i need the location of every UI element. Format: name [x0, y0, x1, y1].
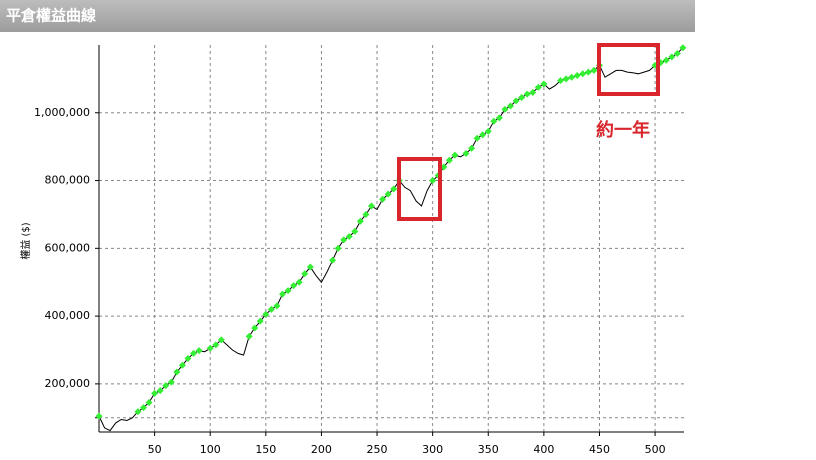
new-high-marker [195, 347, 203, 355]
x-tick-label: 400 [533, 443, 554, 456]
new-high-marker [445, 156, 453, 164]
new-high-marker [507, 102, 515, 110]
new-high-marker [262, 310, 270, 318]
new-high-marker [673, 49, 681, 57]
new-high-marker [490, 117, 498, 125]
new-high-marker [523, 90, 531, 98]
y-tick-label: 1,000,000 [34, 106, 90, 119]
new-high-marker [345, 232, 353, 240]
new-high-marker [178, 361, 186, 369]
new-high-marker [451, 151, 459, 159]
new-high-marker [468, 144, 476, 152]
new-high-marker [390, 185, 398, 193]
new-high-marker [668, 53, 676, 61]
new-high-marker [295, 278, 303, 286]
new-high-marker [284, 287, 292, 295]
y-tick-label: 600,000 [45, 241, 91, 254]
new-high-marker [184, 354, 192, 362]
new-high-marker [273, 302, 281, 310]
header-bar [0, 0, 695, 32]
chart-title: 平倉權益曲線 [6, 7, 96, 25]
new-high-marker [518, 94, 526, 102]
new-high-marker [367, 202, 375, 210]
x-tick-label: 150 [255, 443, 276, 456]
new-high-marker [501, 105, 509, 113]
new-high-marker [167, 378, 175, 386]
y-axis-label: 權益 ($) [19, 222, 32, 259]
new-high-marker [329, 256, 337, 264]
x-tick-label: 50 [148, 443, 162, 456]
equity-line [98, 47, 684, 432]
new-high-marker [590, 66, 598, 74]
new-high-marker [557, 77, 565, 85]
highlight-box [597, 43, 660, 96]
new-high-marker [301, 270, 309, 278]
new-high-marker [156, 387, 164, 395]
new-high-marker [462, 149, 470, 157]
new-high-marker [334, 244, 342, 252]
new-high-marker [579, 70, 587, 78]
y-tick-label: 200,000 [45, 377, 91, 390]
new-high-marker [529, 88, 537, 96]
new-high-marker [562, 75, 570, 83]
new-high-marker [290, 282, 298, 290]
new-high-marker [473, 134, 481, 142]
x-tick-label: 350 [478, 443, 499, 456]
new-high-marker [534, 83, 542, 91]
new-high-marker [362, 210, 370, 218]
new-high-marker [173, 368, 181, 376]
new-high-marker [206, 344, 214, 352]
new-high-marker [512, 97, 520, 105]
new-high-marker [151, 389, 159, 397]
annotation: 約一年 [596, 119, 650, 141]
new-high-marker [340, 236, 348, 244]
new-high-marker [95, 412, 103, 420]
new-high-marker [429, 177, 437, 185]
new-high-marker [440, 163, 448, 171]
x-tick-label: 200 [311, 443, 332, 456]
new-high-marker [145, 399, 153, 407]
new-high-marker [190, 349, 198, 357]
new-high-marker [384, 190, 392, 198]
x-tick-label: 300 [422, 443, 443, 456]
new-high-marker [245, 332, 253, 340]
x-tick-label: 500 [645, 443, 666, 456]
new-high-marker [584, 68, 592, 76]
new-high-marker [212, 341, 220, 349]
x-tick-label: 100 [200, 443, 221, 456]
new-high-marker [306, 263, 314, 271]
y-tick-label: 400,000 [45, 309, 91, 322]
new-high-marker [217, 336, 225, 344]
new-high-marker [379, 195, 387, 203]
new-high-marker [279, 290, 287, 298]
new-high-marker [568, 73, 576, 81]
new-high-marker [134, 408, 142, 416]
new-high-marker [540, 80, 548, 88]
new-high-marker [162, 382, 170, 390]
x-tick-label: 450 [589, 443, 610, 456]
highlight-box [397, 157, 442, 221]
new-high-marker [251, 324, 259, 332]
new-high-marker [256, 317, 264, 325]
new-high-marker [267, 305, 275, 313]
new-high-marker [679, 44, 687, 52]
new-high-marker [573, 71, 581, 79]
new-high-marker [662, 56, 670, 64]
new-high-marker [351, 227, 359, 235]
new-high-marker [356, 217, 364, 225]
x-tick-label: 250 [367, 443, 388, 456]
new-high-marker [139, 404, 147, 412]
new-high-marker [495, 114, 503, 122]
plot-area: 200,000 400,000 600,000 800,000 1,000,000 50 1… [34, 44, 687, 456]
new-high-marker [484, 127, 492, 135]
y-tick-label: 800,000 [45, 174, 91, 187]
new-high-marker [479, 131, 487, 139]
